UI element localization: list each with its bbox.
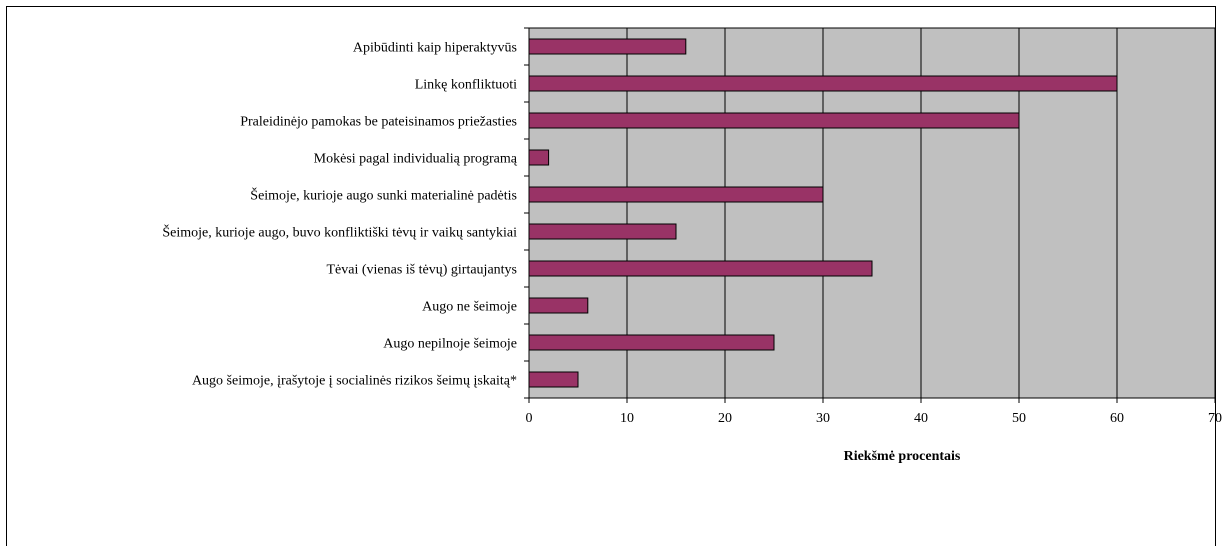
x-tick-label: 50 bbox=[1012, 411, 1026, 426]
bar bbox=[528, 260, 873, 277]
bar bbox=[528, 223, 677, 240]
category-label: Augo šeimoje, įrašytoje į socialinės riz… bbox=[192, 374, 517, 389]
category-label: Mokėsi pagal individualią programą bbox=[314, 152, 518, 167]
category-label: Tėvai (vienas iš tėvų) girtaujantys bbox=[327, 263, 518, 278]
category-label: Šeimoje, kurioje augo, buvo konfliktiški… bbox=[162, 224, 517, 241]
category-label: Apibūdinti kaip hiperaktyvūs bbox=[353, 41, 517, 56]
x-tick-label: 70 bbox=[1208, 411, 1222, 426]
x-tick-label: 60 bbox=[1110, 411, 1124, 426]
category-label: Augo nepilnoje šeimoje bbox=[383, 337, 517, 352]
x-axis-title: Riekšmė procentais bbox=[844, 449, 961, 464]
x-tick-label: 0 bbox=[526, 411, 533, 426]
category-label: Praleidinėjo pamokas be pateisinamos pri… bbox=[240, 115, 517, 130]
x-tick-label: 40 bbox=[914, 411, 928, 426]
axes bbox=[524, 27, 1216, 403]
bar bbox=[528, 334, 775, 351]
bar bbox=[528, 75, 1118, 92]
bars bbox=[528, 38, 1118, 388]
category-label: Šeimoje, kurioje augo sunki materialinė … bbox=[250, 187, 517, 204]
x-tick-label: 10 bbox=[620, 411, 634, 426]
x-tick-label: 30 bbox=[816, 411, 830, 426]
x-tick-label: 20 bbox=[718, 411, 732, 426]
x-tick-labels: 0 10 20 30 40 50 60 70 bbox=[526, 411, 1223, 426]
bar bbox=[528, 149, 550, 166]
category-label: Linkę konfliktuoti bbox=[415, 78, 517, 93]
category-label: Augo ne šeimoje bbox=[422, 300, 517, 315]
bar bbox=[528, 297, 589, 314]
bar bbox=[528, 186, 824, 203]
category-labels: Apibūdinti kaip hiperaktyvūs Linkę konfli… bbox=[162, 41, 517, 389]
bar bbox=[528, 112, 1020, 129]
bar bbox=[528, 38, 687, 55]
bar bbox=[528, 371, 579, 388]
